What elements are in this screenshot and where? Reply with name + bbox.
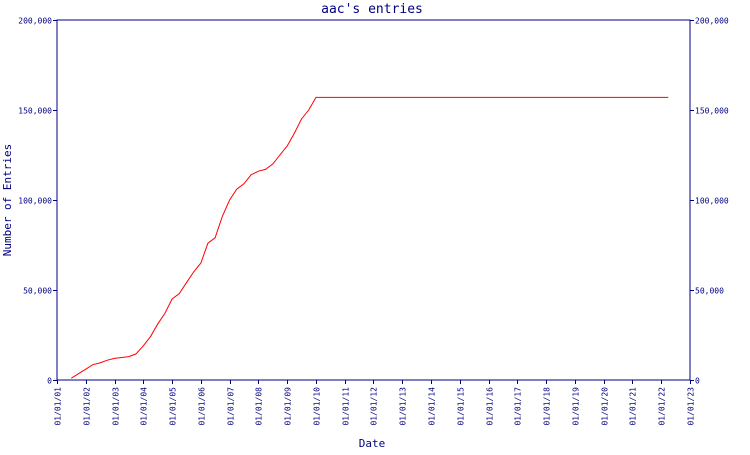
y-tick-label: 100,000	[18, 197, 52, 206]
x-tick-label: 01/01/03	[112, 387, 121, 426]
x-tick-label: 01/01/22	[658, 387, 667, 426]
x-tick-label: 01/01/19	[572, 387, 581, 426]
x-tick-label: 01/01/21	[629, 387, 638, 426]
x-tick-label: 01/01/20	[601, 387, 610, 426]
chart-title: aac's entries	[321, 2, 423, 17]
x-tick-label: 01/01/18	[543, 387, 552, 426]
y-axis-label: Number of Entries	[1, 144, 14, 257]
y-tick-label-right: 0	[695, 377, 700, 386]
series-line	[71, 96, 669, 379]
x-tick-label: 01/01/13	[399, 387, 408, 426]
y-tick-label-right: 200,000	[695, 17, 729, 26]
plot-frame	[56, 19, 691, 381]
x-tick-label: 01/01/07	[227, 387, 236, 426]
x-tick-label: 01/01/23	[687, 387, 696, 426]
x-axis-label: Date	[359, 437, 386, 450]
y-tick-label-right: 100,000	[695, 197, 729, 206]
x-tick-label: 01/01/12	[370, 387, 379, 426]
y-tick-label-right: 50,000	[695, 287, 724, 296]
x-tick-label: 01/01/10	[313, 387, 322, 426]
x-axis: 01/01/01 01/01/02 01/01/03 01/01/04 01/01/05…	[54, 380, 696, 426]
x-tick-label: 01/01/01	[54, 387, 63, 426]
y-tick-label: 150,000	[18, 107, 52, 116]
x-tick-label: 01/01/17	[514, 387, 523, 426]
x-tick-label: 01/01/15	[457, 387, 466, 426]
x-tick-label: 01/01/05	[169, 387, 178, 426]
y-tick-label: 0	[47, 377, 52, 386]
y-axis-right: 0 50,000 100,000 150,000 200,000	[690, 17, 729, 386]
x-tick-label: 01/01/11	[342, 387, 351, 426]
x-tick-label: 01/01/16	[486, 387, 495, 426]
y-axis: 0 50,000 100,000 150,000 200,000	[18, 17, 57, 386]
y-tick-label: 50,000	[23, 287, 52, 296]
x-tick-label: 01/01/14	[428, 387, 437, 426]
y-tick-label-right: 150,000	[695, 107, 729, 116]
y-tick-label: 200,000	[18, 17, 52, 26]
x-tick-label: 01/01/04	[140, 387, 149, 426]
x-tick-label: 01/01/02	[83, 387, 92, 426]
x-tick-label: 01/01/08	[255, 387, 264, 426]
x-tick-label: 01/01/09	[284, 387, 293, 426]
x-tick-label: 01/01/06	[198, 387, 207, 426]
